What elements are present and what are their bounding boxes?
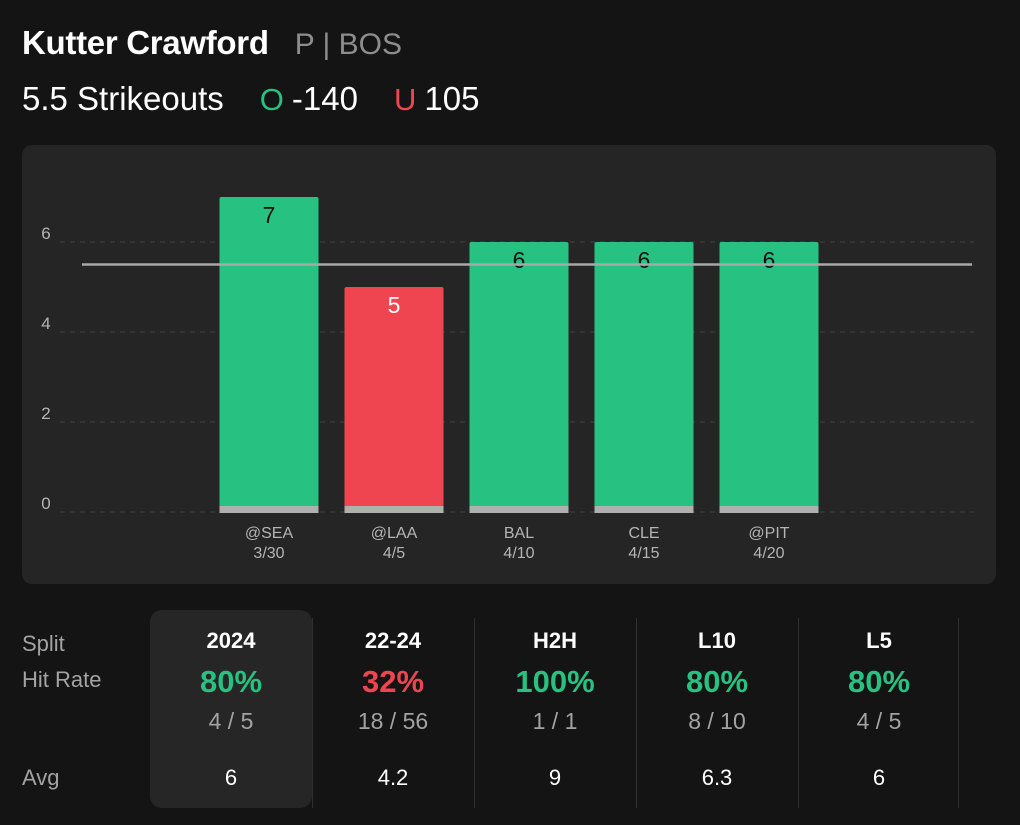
bar-chart: 0 2 4 6 7 @SEA 3/30 5 @LAA 4/5 6 BAL 4/10 6 CLE 4/15 6 @P… [41,197,974,562]
avg-value: 6 [224,765,238,790]
y-tick-label: 2 [41,404,50,423]
x-tick-date: 4/5 [383,545,405,562]
x-tick-date: 4/15 [628,545,659,562]
bar [469,242,569,512]
bar-group[interactable]: 6 [719,242,819,513]
bar-base [719,506,819,513]
bar-value-label: 6 [638,247,651,273]
bar [719,242,819,512]
over-odds-value: -140 [291,80,358,117]
x-tick-opponent: @LAA [371,525,418,542]
bar-group[interactable]: 6 [594,242,694,513]
hit-rate-value: 100% [515,664,595,699]
bar-base [594,506,694,513]
hit-rate-value: 80% [847,664,911,699]
player-line: Kutter Crawford P | BOS [22,24,479,68]
x-tick-date: 4/10 [503,545,534,562]
split-name: L10 [698,628,736,653]
bar [344,287,444,512]
avg-value: 6.3 [701,765,733,790]
hit-rate-value: 32% [361,664,425,699]
under-odds-value: 105 [424,80,480,117]
split-name: L5 [866,628,892,653]
split-column-h2h[interactable]: H2H 100% 1 / 1 9 [474,610,636,808]
split-column-2024[interactable]: 2024 80% 4 / 5 6 [150,610,312,808]
avg-label: Avg [22,765,60,790]
hit-fraction: 4 / 5 [856,708,902,734]
header: Kutter Crawford P | BOS 5.5 Strikeouts O… [22,24,479,118]
column-divider [958,618,959,808]
column-divider [474,618,475,808]
hit-rate-table: Split Hit Rate Avg 2024 80% 4 / 5 6 22-24 32%… [0,600,1020,825]
y-tick-label: 4 [41,314,50,333]
hit-fraction: 1 / 1 [532,708,578,734]
bar-base [219,506,319,513]
avg-value: 4.2 [377,765,409,790]
x-tick-opponent: BAL [504,525,534,542]
prop-line: 5.5 Strikeouts O -140 U 105 [22,80,479,118]
split-name: 2024 [206,628,256,653]
split-column-22-24[interactable]: 22-24 32% 18 / 56 4.2 [312,610,474,808]
x-tick-opponent: CLE [628,525,659,542]
hit-rate-value: 80% [685,664,749,699]
split-name: 22-24 [364,628,422,653]
hit-rate-label: Hit Rate [22,667,102,692]
chart-panel: 0 2 4 6 7 @SEA 3/30 5 @LAA 4/5 6 BAL 4/10 6 CLE 4/15 6 @P… [22,145,996,584]
bar [594,242,694,512]
prop-label: 5.5 Strikeouts [22,80,224,117]
bar-group[interactable]: 5 [344,287,444,513]
hit-fraction: 18 / 56 [357,708,429,734]
avg-value: 6 [872,765,886,790]
y-tick-label: 0 [41,494,50,513]
split-column-l10[interactable]: L10 80% 8 / 10 6.3 [636,610,798,808]
bar-base [344,506,444,513]
hit-fraction: 4 / 5 [208,708,254,734]
bar-group[interactable]: 7 [219,197,319,513]
bar-value-label: 7 [263,202,276,228]
bar [219,197,319,512]
bar-value-label: 6 [513,247,526,273]
bar-group[interactable]: 6 [469,242,569,513]
split-name: H2H [532,628,577,653]
split-column-l5[interactable]: L5 80% 4 / 5 6 [798,610,960,808]
split-label: Split [22,631,65,656]
hit-fraction: 8 / 10 [688,708,746,734]
x-tick-opponent: @PIT [748,525,789,542]
y-tick-label: 6 [41,224,50,243]
x-tick-date: 3/30 [253,545,284,562]
player-position-team: P | BOS [294,28,402,61]
avg-value: 9 [548,765,562,790]
over-odds[interactable]: O -140 [260,80,358,118]
x-tick-date: 4/20 [753,545,784,562]
player-name: Kutter Crawford [22,24,269,61]
bar-value-label: 6 [763,247,776,273]
over-letter: O [259,82,284,117]
x-tick-opponent: @SEA [245,525,294,542]
hit-rate-value: 80% [199,664,263,699]
column-divider [312,618,313,808]
bar-base [469,506,569,513]
under-letter: U [393,82,417,117]
column-divider [636,618,637,808]
under-odds[interactable]: U 105 [394,80,479,118]
bar-value-label: 5 [388,292,401,318]
column-divider [798,618,799,808]
